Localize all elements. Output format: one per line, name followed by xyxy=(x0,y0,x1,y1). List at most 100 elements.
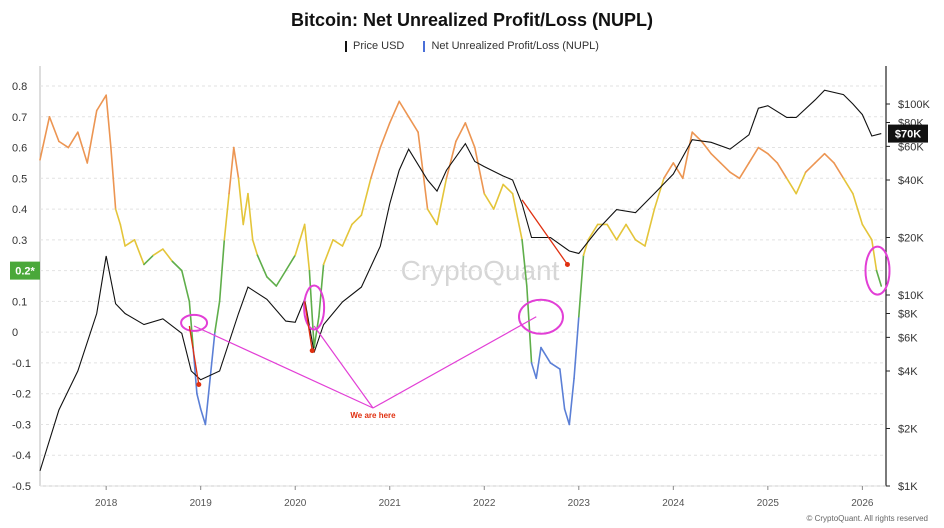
legend-item-nupl[interactable]: Net Unrealized Profit/Loss (NUPL) xyxy=(423,40,599,52)
nupl-line-segment xyxy=(209,331,216,380)
nupl-line-segment xyxy=(521,239,528,287)
nupl-line-segment xyxy=(672,162,684,180)
nupl-line-segment xyxy=(407,115,419,133)
nupl-line-segment xyxy=(114,208,122,226)
nupl-line-segment xyxy=(86,109,98,164)
y-left-tick-label: 0.4 xyxy=(12,204,27,216)
nupl-line-segment xyxy=(577,254,585,318)
x-tick-label: 2021 xyxy=(379,498,402,509)
nupl-line-segment xyxy=(757,146,769,155)
highlight-ellipse xyxy=(864,245,891,296)
nupl-line-segment xyxy=(284,254,297,272)
nupl-line-segment xyxy=(218,239,226,303)
nupl-line-segment xyxy=(237,177,245,226)
nupl-line-segment xyxy=(251,239,259,257)
nupl-line-segment xyxy=(188,300,194,349)
highlight-ellipse xyxy=(517,298,564,335)
nupl-line-segment xyxy=(474,146,486,195)
red-trend-arrow xyxy=(188,325,200,385)
nupl-line-segment xyxy=(691,131,703,143)
nupl-line-segment xyxy=(303,223,311,272)
y-left-tick-label: 0.7 xyxy=(12,112,27,124)
nupl-line-segment xyxy=(398,100,410,118)
nupl-line-segment xyxy=(199,408,207,426)
nupl-line-segment xyxy=(653,177,665,210)
nupl-line-segment xyxy=(530,362,538,380)
nupl-line-segment xyxy=(634,239,646,247)
nupl-line-segment xyxy=(379,122,391,149)
nupl-line-segment xyxy=(776,162,788,180)
nupl-line-segment xyxy=(871,239,878,272)
y-right-tick-label: $6K xyxy=(898,332,918,344)
nupl-line-segment xyxy=(360,177,372,217)
y-left-tick-label: -0.5 xyxy=(12,481,31,493)
y-right-tick-label: $10K xyxy=(898,290,924,302)
nupl-line-segment xyxy=(332,239,344,247)
y-right-tick-label: $1K xyxy=(898,481,918,493)
nupl-line-segment xyxy=(804,162,816,173)
nupl-line-segment xyxy=(417,131,429,210)
nupl-line-segment xyxy=(214,300,221,333)
annotation-label: We are here xyxy=(350,411,396,420)
nupl-line-segment xyxy=(370,146,382,180)
nupl-line-segment xyxy=(180,269,191,303)
x-tick-label: 2026 xyxy=(851,498,874,509)
highlight-ellipse xyxy=(180,313,209,332)
nupl-line-segment xyxy=(322,239,334,266)
red-arrow-head xyxy=(309,348,315,354)
nupl-line-segment xyxy=(814,152,826,164)
nupl-line-segment xyxy=(124,239,136,247)
y-right-tick-label: $60K xyxy=(898,141,924,153)
nupl-line-segment xyxy=(110,146,117,210)
nupl-line-segment xyxy=(502,183,514,195)
nupl-line-segment xyxy=(823,152,835,164)
highlight-ellipse xyxy=(303,284,326,331)
y-right-tick-label: $4K xyxy=(898,366,918,378)
annotation-pointer xyxy=(372,316,537,409)
nupl-line-segment xyxy=(308,269,315,349)
y-left-tick-label: 0 xyxy=(12,327,18,339)
nupl-line-segment xyxy=(842,177,854,195)
nupl-line-segment xyxy=(77,131,89,164)
nupl-line-segment xyxy=(223,192,230,241)
annotation-pointer xyxy=(193,325,374,409)
x-tick-label: 2025 xyxy=(757,498,780,509)
nupl-line-segment xyxy=(549,362,561,370)
nupl-line-segment xyxy=(795,171,807,195)
nupl-line-segment xyxy=(196,392,202,410)
red-trend-arrow xyxy=(304,301,313,351)
nupl-line-segment xyxy=(58,140,70,149)
legend-item-price[interactable]: Price USD xyxy=(345,40,404,52)
nupl-line-segment xyxy=(162,248,174,263)
nupl-line-segment xyxy=(540,346,552,364)
nupl-line-segment xyxy=(232,146,240,180)
nupl-line-segment xyxy=(341,223,353,247)
nupl-line-segment xyxy=(719,162,731,173)
nupl-line-segment xyxy=(587,223,599,241)
current-nupl-badge xyxy=(10,261,40,280)
legend-label-nupl: Net Unrealized Profit/Loss (NUPL) xyxy=(431,40,599,52)
y-left-tick-label: 0.8 xyxy=(12,81,27,93)
nupl-line-segment xyxy=(143,254,155,266)
current-price-label: $70K xyxy=(895,129,921,141)
nupl-line-segment xyxy=(171,260,183,272)
x-tick-label: 2019 xyxy=(190,498,213,509)
x-tick-label: 2024 xyxy=(662,498,685,509)
y-left-tick-label: 0.1 xyxy=(12,296,27,308)
nupl-line-segment xyxy=(526,285,533,364)
nupl-line-segment xyxy=(663,162,675,180)
nupl-line-segment xyxy=(767,152,779,164)
nupl-line-segment xyxy=(67,131,79,149)
y-left-tick-label: 0.3 xyxy=(12,235,27,247)
nupl-line-segment xyxy=(644,208,656,247)
nupl-line-segment xyxy=(275,269,287,287)
nupl-line-segment xyxy=(247,192,254,241)
x-tick-label: 2023 xyxy=(568,498,591,509)
nupl-line-segment xyxy=(204,377,211,426)
legend-swatch-price xyxy=(345,40,348,52)
y-right-tick-label: $100K xyxy=(898,99,930,111)
price-line xyxy=(39,89,882,472)
legend-label-price: Price USD xyxy=(353,40,405,52)
y-left-tick-label: -0.3 xyxy=(12,419,31,431)
